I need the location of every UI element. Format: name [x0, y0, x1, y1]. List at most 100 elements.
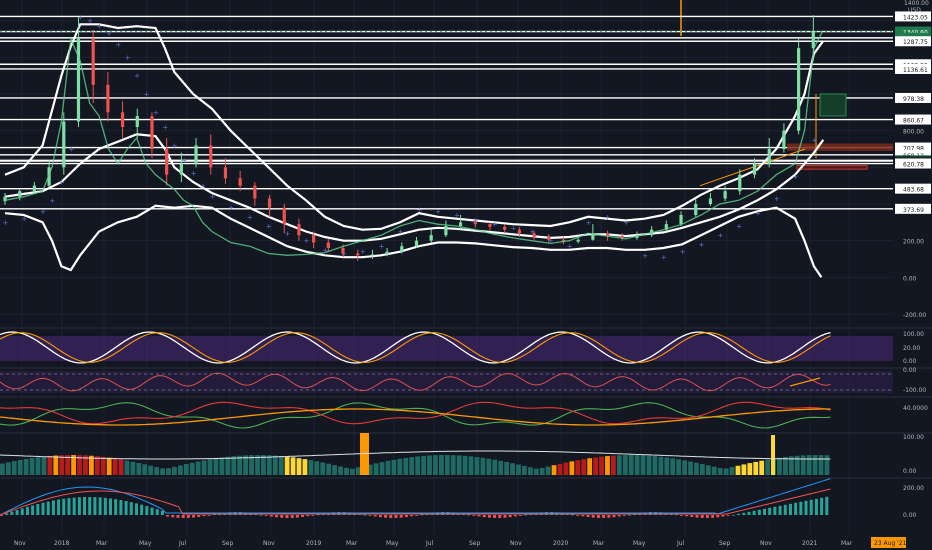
sar-dot: +: [604, 213, 610, 221]
price-tag-label: 483.68: [903, 187, 924, 194]
date-badge-label: 23 Aug '21: [874, 540, 907, 547]
macd-bar: [596, 515, 600, 518]
time-axis-label: Sep: [719, 540, 731, 547]
macd-bar: [404, 515, 408, 518]
williams-line: [0, 372, 831, 392]
macd-bar: [36, 504, 40, 515]
pane-tick-label: 20.00: [903, 345, 920, 352]
macd-bar: [197, 515, 201, 517]
dmi-plus-line: [0, 402, 831, 429]
volume-bar: [581, 459, 587, 475]
sar-dot: +: [811, 136, 817, 144]
macd-bar: [109, 498, 113, 515]
macd-bar: [0, 515, 3, 516]
time-axis-label: Sep: [469, 540, 481, 547]
volume-bar: [735, 465, 741, 475]
volume-bar: [474, 457, 480, 475]
lower-band-line: [4, 204, 823, 278]
volume-bar: [450, 455, 456, 475]
candle-body: [106, 84, 110, 113]
candle-body: [370, 254, 375, 256]
stoch-d-line: [0, 332, 831, 363]
macd-bar: [814, 498, 818, 515]
macd-bar: [181, 515, 185, 518]
macd-bar: [275, 515, 279, 518]
volume-bar: [533, 468, 539, 475]
volume-bar: [676, 459, 682, 475]
candle-body: [517, 229, 521, 234]
time-axis[interactable]: Nov 2018 Mar May Jul Sep Nov 2019 Mar May Jul Sep No…: [14, 537, 907, 548]
macd-bar: [415, 515, 419, 516]
indicator-panes[interactable]: [0, 327, 932, 518]
volume-bar: [213, 458, 219, 475]
main-price-pane[interactable]: + + + + + + + + + + + + + + + + + + + + + + + + + + + + + + + + + + + + + + + +…: [0, 0, 893, 278]
volume-bar: [195, 461, 201, 475]
macd-bar: [316, 514, 320, 516]
sar-dot: +: [492, 221, 498, 229]
candle-body: [723, 191, 727, 199]
volume-bar: [616, 455, 622, 475]
candle-body: [120, 112, 125, 127]
volume-bar: [403, 457, 409, 475]
volume-bar: [225, 456, 231, 475]
volume-bar: [723, 468, 729, 475]
candle-body: [532, 233, 536, 237]
macd-bar: [160, 510, 164, 515]
macd-bar: [285, 515, 289, 518]
price-tag-bg: [895, 11, 931, 22]
macd-bar: [290, 515, 294, 518]
sar-dot: +: [209, 193, 215, 201]
volume-bar: [112, 458, 118, 475]
volume-bar: [53, 455, 59, 475]
candle-body: [444, 226, 448, 236]
volume-bar: [699, 463, 705, 475]
candle-body: [297, 224, 301, 236]
volume-avg-line: [0, 450, 831, 460]
currency-label: USD: [908, 7, 921, 14]
time-axis-label: Jul: [425, 540, 434, 547]
macd-bar: [166, 515, 170, 517]
volume-bar: [438, 455, 444, 475]
candle-body: [738, 174, 742, 192]
volume-bar: [812, 455, 818, 475]
sar-dot: +: [717, 232, 723, 240]
candle-body: [135, 116, 139, 127]
williams-trend: [789, 377, 821, 387]
volume-bar: [266, 455, 272, 475]
volume-bar: [302, 459, 308, 475]
volume-bar: [219, 457, 225, 475]
candle-body: [3, 196, 7, 202]
volume-bar: [486, 458, 492, 475]
volume-bar: [320, 462, 326, 475]
volume-bar: [575, 460, 581, 475]
macd-bar: [825, 496, 829, 515]
price-tag-bg: [895, 63, 931, 74]
macd-bar: [155, 509, 159, 515]
sar-dot: +: [247, 213, 253, 221]
sar-dot: +: [360, 248, 366, 256]
candle-body: [400, 246, 404, 252]
macd-bar: [368, 515, 372, 516]
volume-bar: [172, 466, 177, 475]
candle-body: [664, 224, 668, 230]
volume-bar: [510, 463, 515, 475]
price-axis[interactable]: 1423.051340.6013:06:151287.751162.221136…: [895, 11, 931, 519]
macd-bar: [145, 506, 149, 515]
candle-body: [91, 39, 95, 85]
sar-dot: +: [774, 195, 780, 203]
volume-bar: [118, 459, 124, 475]
volume-bar: [741, 464, 747, 475]
stoch-k-line: [0, 331, 831, 364]
volume-bar: [433, 455, 438, 475]
volume-bar: [818, 455, 824, 475]
macd-bar: [508, 515, 512, 518]
volume-bar: [349, 468, 355, 475]
candle-body: [47, 167, 51, 186]
volume-bar: [355, 467, 361, 475]
macd-bar: [576, 515, 580, 516]
sar-dot: +: [191, 169, 197, 177]
time-axis-label: 2021: [802, 540, 817, 547]
macd-bar: [363, 514, 367, 516]
volume-bar: [83, 455, 88, 475]
